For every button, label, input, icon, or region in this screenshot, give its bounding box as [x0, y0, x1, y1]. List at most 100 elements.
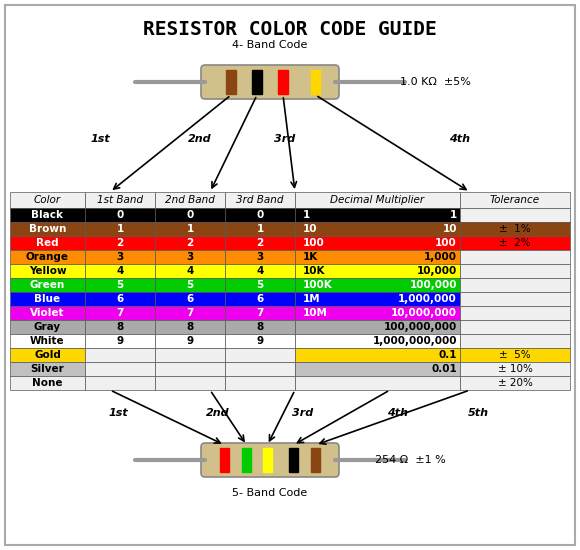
Bar [155, 208, 225, 222]
Text: 9: 9 [186, 336, 194, 346]
Bar [155, 278, 225, 292]
Bar [10, 362, 85, 376]
Text: ±  2%: ± 2% [499, 238, 531, 248]
Bar [85, 250, 155, 264]
Text: 1: 1 [117, 224, 124, 234]
Text: 9: 9 [256, 336, 263, 346]
Bar [10, 306, 85, 320]
Bar [289, 448, 298, 472]
Text: 8: 8 [256, 322, 264, 332]
Text: 7: 7 [256, 308, 264, 318]
Bar [10, 250, 85, 264]
Bar [10, 334, 85, 348]
Bar [225, 208, 295, 222]
Text: 5: 5 [117, 280, 124, 290]
Text: 4th: 4th [387, 409, 408, 419]
Text: Silver: Silver [31, 364, 64, 374]
Bar [295, 292, 460, 306]
Bar [85, 192, 155, 208]
Text: 1st: 1st [108, 409, 128, 419]
Bar [460, 236, 570, 250]
Bar [155, 292, 225, 306]
Text: Decimal Multiplier: Decimal Multiplier [331, 195, 425, 205]
Bar [155, 320, 225, 334]
Text: 1.0 KΩ  ±5%: 1.0 KΩ ±5% [400, 77, 471, 87]
Text: 100K: 100K [303, 280, 333, 290]
Text: 1M: 1M [303, 294, 321, 304]
Bar [10, 278, 85, 292]
Bar [85, 208, 155, 222]
Text: 2: 2 [186, 238, 194, 248]
Bar [85, 264, 155, 278]
Bar [460, 222, 570, 236]
Bar [225, 192, 295, 208]
Bar [295, 222, 460, 236]
Text: 100: 100 [435, 238, 457, 248]
Bar [85, 292, 155, 306]
Bar [295, 250, 460, 264]
Text: 0: 0 [117, 210, 124, 220]
Text: 5- Band Code: 5- Band Code [233, 488, 307, 498]
Bar [295, 264, 460, 278]
Bar [10, 236, 85, 250]
Bar [460, 292, 570, 306]
Bar [225, 320, 295, 334]
Bar [278, 70, 288, 94]
Bar [226, 70, 235, 94]
Text: 5: 5 [256, 280, 264, 290]
Text: 3: 3 [117, 252, 124, 262]
Text: 1: 1 [186, 224, 194, 234]
Bar [225, 292, 295, 306]
Text: 2: 2 [117, 238, 124, 248]
Text: 254 Ω  ±1 %: 254 Ω ±1 % [375, 455, 446, 465]
Bar [460, 250, 570, 264]
Text: 4: 4 [117, 266, 124, 276]
Text: Color: Color [34, 195, 61, 205]
Bar [225, 250, 295, 264]
Text: 100,000: 100,000 [409, 280, 457, 290]
Text: 2nd: 2nd [188, 134, 212, 144]
Text: Yellow: Yellow [28, 266, 66, 276]
Bar [225, 278, 295, 292]
Text: 3rd Band: 3rd Band [236, 195, 284, 205]
Text: ±  1%: ± 1% [499, 224, 531, 234]
Text: 1: 1 [450, 210, 457, 220]
Bar [225, 334, 295, 348]
Bar [155, 264, 225, 278]
Text: Brown: Brown [29, 224, 66, 234]
Text: 9: 9 [117, 336, 124, 346]
Text: 3rd: 3rd [292, 409, 314, 419]
Bar [10, 222, 85, 236]
Bar [10, 192, 85, 208]
Text: Red: Red [36, 238, 59, 248]
Text: 100: 100 [303, 238, 325, 248]
Bar [225, 362, 295, 376]
Bar [225, 376, 295, 390]
Bar [263, 448, 272, 472]
Text: 2: 2 [256, 238, 264, 248]
Bar [10, 348, 85, 362]
Bar [85, 334, 155, 348]
Bar [155, 250, 225, 264]
Text: 10M: 10M [303, 308, 328, 318]
Bar [460, 306, 570, 320]
Text: 0: 0 [186, 210, 194, 220]
Bar [155, 348, 225, 362]
Text: White: White [30, 336, 65, 346]
Text: Gray: Gray [34, 322, 61, 332]
Text: Black: Black [31, 210, 63, 220]
Text: 1,000: 1,000 [424, 252, 457, 262]
Text: Gold: Gold [34, 350, 61, 360]
Bar [295, 334, 460, 348]
Text: 7: 7 [186, 308, 194, 318]
Text: None: None [32, 378, 63, 388]
Bar [85, 376, 155, 390]
Text: 4: 4 [256, 266, 264, 276]
Bar [460, 362, 570, 376]
Text: 10: 10 [303, 224, 317, 234]
Bar [85, 362, 155, 376]
Text: 100,000,000: 100,000,000 [384, 322, 457, 332]
Text: 2nd: 2nd [206, 409, 230, 419]
Bar [295, 320, 460, 334]
Bar [10, 208, 85, 222]
